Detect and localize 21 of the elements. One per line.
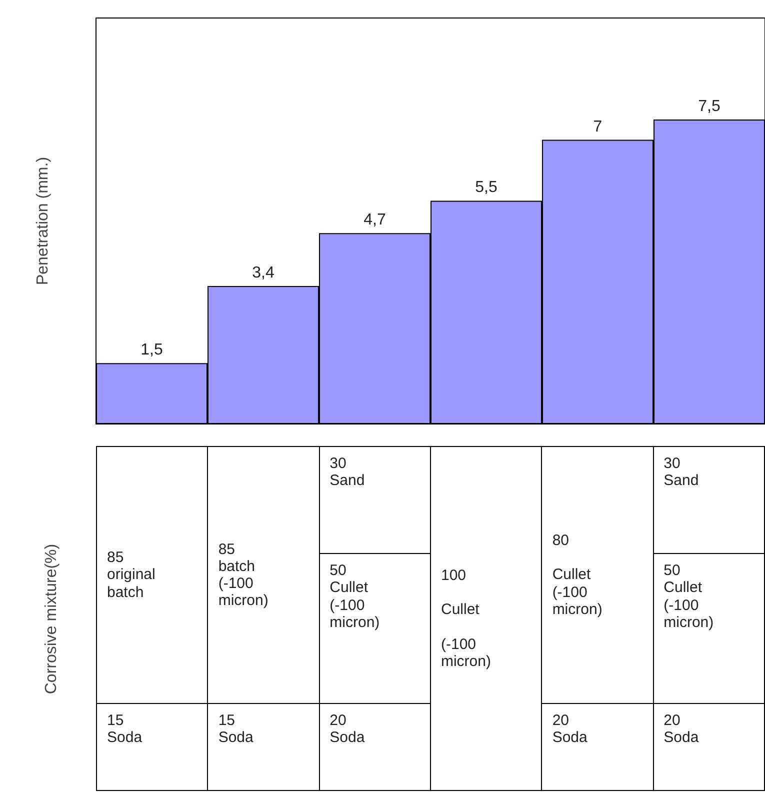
data-label: 7 xyxy=(593,118,602,136)
text: 20 Soda xyxy=(664,712,699,746)
text: 50 Cullet (-100 micron) xyxy=(664,562,714,631)
text: 15 Soda xyxy=(218,712,254,746)
text: 85 original batch xyxy=(107,549,156,601)
data-label: 3,4 xyxy=(252,264,274,282)
data-label: 5,5 xyxy=(475,179,498,196)
text: 15 Soda xyxy=(107,712,142,746)
y-axis-title: Penetration (mm.) xyxy=(34,156,52,286)
text: 20 Soda xyxy=(552,712,588,746)
text: Corrosive mixture(%) xyxy=(43,543,61,694)
data-label: 7,5 xyxy=(698,98,720,115)
text: 30 Sand xyxy=(664,455,699,490)
text: 30 Sand xyxy=(330,455,365,490)
text: 80 Cullet (-100 micron) xyxy=(552,532,602,618)
text: 100 Cullet (-100 micron) xyxy=(440,566,491,670)
text: 20 Soda xyxy=(330,712,365,746)
text: 50 Cullet (-100 micron) xyxy=(330,562,380,631)
data-label: 1,5 xyxy=(140,342,163,359)
data-label: 4,7 xyxy=(364,212,386,229)
text: 85 batch (-100 micron) xyxy=(218,540,268,610)
